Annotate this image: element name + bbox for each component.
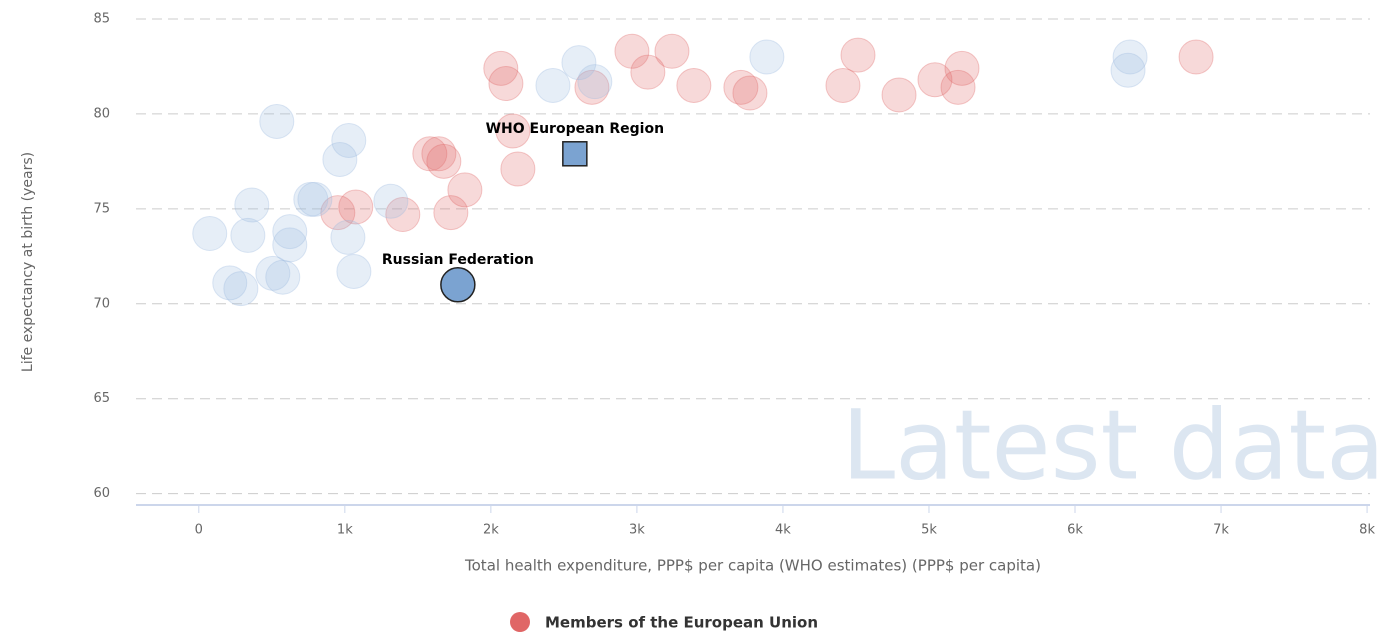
bubble bbox=[338, 189, 374, 225]
bubble bbox=[940, 69, 976, 105]
y-tick-label: 65 bbox=[93, 391, 110, 406]
bubble bbox=[732, 75, 768, 111]
bubble bbox=[630, 54, 666, 90]
bubble bbox=[488, 66, 524, 102]
highlight-label: Russian Federation bbox=[382, 252, 534, 268]
x-tick-label: 0 bbox=[195, 523, 203, 538]
bubble bbox=[192, 216, 228, 252]
x-tick-label: 4k bbox=[775, 523, 791, 538]
x-tick-label: 7k bbox=[1213, 523, 1229, 538]
highlight-point bbox=[440, 267, 476, 303]
highlight-label: WHO European Region bbox=[486, 121, 664, 137]
bubble bbox=[840, 37, 876, 73]
bubble bbox=[230, 217, 266, 253]
bubble bbox=[330, 219, 366, 255]
bubble bbox=[421, 136, 457, 172]
legend-marker bbox=[510, 612, 530, 632]
bubble bbox=[447, 172, 483, 208]
bubble bbox=[255, 255, 291, 291]
bubble bbox=[500, 151, 536, 187]
bubble bbox=[426, 143, 462, 179]
bubble bbox=[1178, 39, 1214, 75]
bubble bbox=[223, 271, 259, 307]
bubble bbox=[577, 64, 613, 100]
x-tick-label: 1k bbox=[337, 523, 353, 538]
bubble bbox=[212, 265, 248, 301]
highlight-point bbox=[562, 141, 588, 167]
y-axis-title: Life expectancy at birth (years) bbox=[20, 152, 36, 372]
x-tick-label: 6k bbox=[1067, 523, 1083, 538]
bubble bbox=[320, 195, 356, 231]
y-tick-label: 70 bbox=[93, 296, 110, 311]
bubble bbox=[385, 197, 421, 233]
bubble bbox=[297, 181, 333, 217]
bubble bbox=[917, 62, 953, 98]
bubble bbox=[331, 123, 367, 158]
bubble bbox=[272, 214, 308, 250]
bubble bbox=[535, 67, 571, 103]
bubble bbox=[574, 69, 610, 105]
y-tick-label: 75 bbox=[93, 201, 110, 216]
bubble bbox=[749, 39, 785, 75]
bubble bbox=[412, 136, 448, 172]
bubble bbox=[881, 77, 917, 113]
bubble bbox=[322, 141, 358, 177]
bubble bbox=[723, 69, 759, 105]
x-axis-title: Total health expenditure, PPP$ per capit… bbox=[464, 557, 1041, 575]
bubble bbox=[265, 259, 301, 295]
x-tick-label: 5k bbox=[921, 523, 937, 538]
bubble bbox=[561, 45, 597, 81]
bubble bbox=[293, 181, 329, 217]
x-tick-label: 8k bbox=[1359, 523, 1375, 538]
legend-label: Members of the European Union bbox=[545, 614, 818, 632]
x-tick-label: 3k bbox=[629, 523, 645, 538]
bubble bbox=[495, 113, 531, 149]
bubble bbox=[483, 50, 519, 86]
bubble bbox=[234, 187, 270, 223]
y-tick-label: 85 bbox=[93, 12, 110, 27]
bubble bbox=[676, 67, 712, 103]
y-tick-label: 80 bbox=[93, 106, 110, 121]
bubble bbox=[1112, 39, 1148, 75]
bubble bbox=[614, 33, 650, 69]
bubble bbox=[272, 227, 308, 263]
bubble bbox=[1110, 52, 1146, 88]
bubble bbox=[825, 67, 861, 103]
x-tick-label: 2k bbox=[483, 523, 499, 538]
bubble bbox=[373, 183, 409, 219]
bubble bbox=[654, 33, 690, 69]
y-tick-label: 60 bbox=[93, 486, 110, 501]
bubble bbox=[944, 50, 980, 86]
bubble bbox=[336, 253, 372, 289]
watermark: Latest data bbox=[842, 389, 1385, 501]
bubble bbox=[259, 104, 295, 140]
bubble bbox=[433, 195, 469, 231]
